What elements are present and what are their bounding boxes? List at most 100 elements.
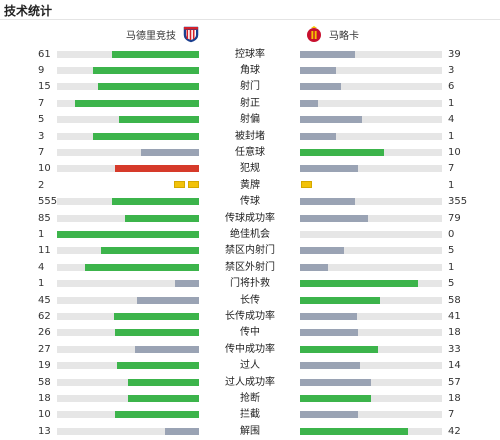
home-stat-bar bbox=[57, 329, 199, 337]
home-stat-value: 555 bbox=[38, 196, 58, 208]
home-stat-value: 7 bbox=[38, 97, 45, 109]
home-stat-bar-fill bbox=[115, 329, 199, 337]
home-stat-value: 19 bbox=[38, 360, 51, 372]
home-stat-bar bbox=[57, 214, 199, 222]
away-stat-value: 14 bbox=[448, 360, 461, 372]
stat-label: 射偏 bbox=[240, 114, 260, 126]
home-stat-bar bbox=[57, 280, 199, 288]
away-stat-value: 5 bbox=[448, 278, 455, 290]
away-stat-value: 3 bbox=[448, 65, 455, 76]
stat-label: 任意球 bbox=[235, 147, 265, 158]
away-stat-bar-fill bbox=[300, 329, 359, 337]
away-stat-bar bbox=[300, 67, 442, 74]
stat-row: 1 绝佳机会 0 bbox=[0, 227, 500, 243]
stat-label: 抢断 bbox=[240, 393, 260, 404]
away-stat-bar-fill bbox=[300, 378, 371, 386]
stat-row: 2 黄牌 1 bbox=[0, 178, 500, 194]
home-stat-bar bbox=[57, 99, 199, 107]
home-stat-bar bbox=[57, 411, 199, 419]
home-stat-value: 85 bbox=[38, 212, 51, 224]
away-stat-bar bbox=[300, 247, 442, 255]
away-stat-bar-fill bbox=[300, 313, 357, 320]
away-stat-bar-fill bbox=[300, 198, 356, 206]
home-stat-value: 4 bbox=[38, 261, 45, 273]
stat-label: 传球 bbox=[240, 196, 260, 208]
home-stat-bar-fill bbox=[125, 214, 199, 222]
stat-label: 过人 bbox=[240, 360, 260, 372]
stat-label: 传中 bbox=[240, 327, 260, 339]
away-stat-bar bbox=[300, 50, 442, 58]
away-stat-bar bbox=[300, 345, 442, 353]
stat-row: 27 传中成功率 33 bbox=[0, 342, 500, 358]
home-stat-bar bbox=[57, 83, 199, 91]
stat-label: 门将扑救 bbox=[230, 278, 270, 290]
stat-row: 61 控球率 39 bbox=[0, 47, 500, 63]
away-stat-value: 33 bbox=[448, 343, 461, 355]
home-stat-value: 62 bbox=[38, 311, 51, 322]
home-stat-bar bbox=[57, 198, 199, 206]
away-yellow-cards bbox=[301, 180, 312, 188]
stat-row: 58 过人成功率 57 bbox=[0, 375, 500, 391]
away-stat-bar bbox=[300, 214, 442, 222]
away-stat-bar-fill bbox=[300, 214, 369, 222]
away-stat-value: 57 bbox=[448, 376, 461, 388]
home-stat-value: 18 bbox=[38, 393, 51, 404]
away-stat-bar-fill bbox=[300, 165, 359, 173]
stat-row: 45 长传 58 bbox=[0, 293, 500, 309]
home-stat-bar bbox=[57, 345, 199, 353]
away-stat-value: 41 bbox=[448, 311, 461, 322]
home-stat-value: 2 bbox=[38, 179, 45, 191]
home-yellow-cards bbox=[174, 180, 199, 188]
stat-row: 7 射正 1 bbox=[0, 96, 500, 112]
stat-label: 传中成功率 bbox=[225, 343, 275, 355]
away-stat-value: 1 bbox=[448, 179, 455, 191]
home-stat-bar-fill bbox=[85, 263, 199, 271]
away-stat-bar-fill bbox=[300, 116, 363, 124]
stat-row: 26 传中 18 bbox=[0, 325, 500, 341]
home-stat-value: 27 bbox=[38, 343, 51, 355]
home-stat-bar-fill bbox=[98, 83, 199, 91]
away-stat-value: 0 bbox=[448, 229, 455, 240]
away-stat-bar-fill bbox=[300, 83, 342, 91]
home-stat-bar-fill bbox=[128, 395, 199, 402]
stat-row: 85 传球成功率 79 bbox=[0, 211, 500, 227]
away-stat-bar bbox=[300, 313, 442, 320]
away-stat-value: 1 bbox=[448, 261, 455, 273]
home-stat-value: 3 bbox=[38, 130, 45, 142]
stat-row: 7 任意球 10 bbox=[0, 145, 500, 161]
away-stat-value: 7 bbox=[448, 163, 455, 175]
home-stat-bar-fill bbox=[92, 132, 199, 140]
away-stat-bar-fill bbox=[300, 362, 360, 370]
home-stat-value: 15 bbox=[38, 81, 51, 93]
stat-label: 传球成功率 bbox=[225, 212, 275, 224]
stat-row: 15 射门 6 bbox=[0, 79, 500, 95]
away-stat-bar-fill bbox=[300, 247, 345, 255]
away-stat-value: 10 bbox=[448, 147, 461, 158]
away-team-name: 马略卡 bbox=[329, 30, 359, 42]
away-stat-bar-fill bbox=[300, 99, 318, 107]
away-stat-bar-fill bbox=[300, 296, 380, 304]
home-stat-bar-fill bbox=[174, 280, 199, 288]
home-stat-bar-fill bbox=[128, 378, 199, 386]
yellow-card-icon bbox=[301, 180, 312, 188]
home-stat-bar-fill bbox=[135, 345, 199, 353]
mallorca-crest-icon bbox=[305, 25, 323, 43]
home-stat-bar bbox=[57, 263, 199, 271]
away-stat-value: 4 bbox=[448, 114, 455, 126]
home-stat-bar bbox=[57, 165, 199, 173]
away-stat-bar bbox=[300, 83, 442, 91]
home-stat-bar bbox=[57, 362, 199, 370]
away-stat-value: 39 bbox=[448, 48, 461, 60]
stat-row: 11 禁区内射门 5 bbox=[0, 243, 500, 259]
home-stat-value: 10 bbox=[38, 409, 51, 421]
stat-row: 4 禁区外射门 1 bbox=[0, 260, 500, 276]
yellow-card-icon bbox=[174, 180, 185, 188]
away-stat-value: 79 bbox=[448, 212, 461, 224]
home-team-name: 马德里竞技 bbox=[126, 30, 176, 42]
home-stat-bar-fill bbox=[101, 247, 199, 255]
away-stat-bar bbox=[300, 362, 442, 370]
stat-label: 禁区外射门 bbox=[225, 261, 275, 273]
home-stat-value: 10 bbox=[38, 163, 51, 175]
home-stat-bar-fill bbox=[115, 165, 199, 173]
away-stat-bar-fill bbox=[300, 67, 336, 74]
